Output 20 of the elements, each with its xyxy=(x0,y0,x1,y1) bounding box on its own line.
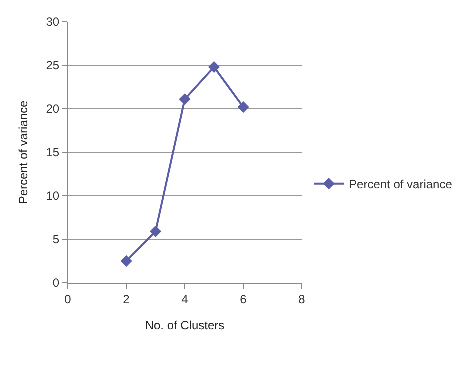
y-tick-label: 10 xyxy=(46,189,60,204)
y-tick-label: 0 xyxy=(52,276,60,290)
y-tick-label: 20 xyxy=(46,102,60,116)
y-tick-label: 30 xyxy=(46,15,60,30)
x-axis-title: No. of Clusters xyxy=(145,318,225,332)
point xyxy=(179,94,191,106)
x-tick-label: 2 xyxy=(123,292,130,306)
x-tick-label: 4 xyxy=(182,292,189,306)
y-tick-label: 5 xyxy=(52,232,60,247)
x-tick-label: 0 xyxy=(64,292,72,306)
y-tick-label: 25 xyxy=(46,58,60,73)
x-tick-label: 8 xyxy=(298,292,306,306)
point xyxy=(150,226,162,238)
x-tick-label: 6 xyxy=(240,292,248,306)
point xyxy=(208,61,220,74)
y-axis-title: Percent of variance xyxy=(16,100,31,204)
point xyxy=(238,101,250,114)
point xyxy=(120,255,132,268)
y-tick-label: 15 xyxy=(46,146,60,160)
legend-label: Percent of variance xyxy=(349,178,453,192)
